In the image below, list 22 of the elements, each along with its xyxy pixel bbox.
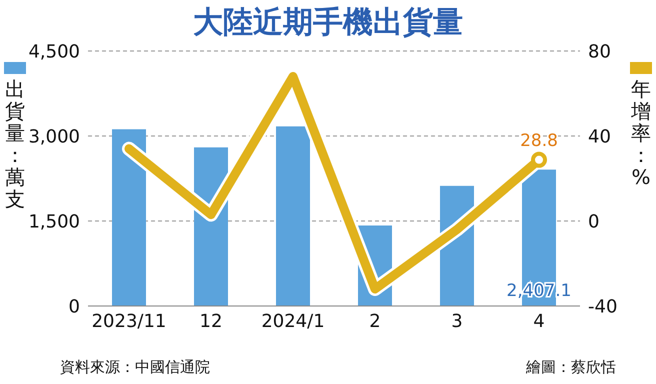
bar <box>112 129 146 306</box>
text: 繪圖：蔡欣恬 <box>526 358 616 377</box>
y-tick-label: 0 <box>68 296 80 318</box>
x-tick-label: 12 <box>200 310 222 332</box>
x-tick-label: 2023/11 <box>92 310 166 332</box>
x-tick-label: 2 <box>369 310 381 332</box>
y-axis-title: 出貨量：萬支 <box>4 77 26 211</box>
data-label: 28.8 <box>520 130 558 151</box>
x-tick-label: 4 <box>533 310 545 332</box>
chart-title: 大陸近期手機出貨量 <box>192 4 464 42</box>
x-tick-label: 3 <box>451 310 463 332</box>
y2-tick-label: 0 <box>588 211 600 232</box>
y-tick-label: 4,500 <box>28 41 80 62</box>
x-tick-label: 2024/1 <box>261 310 325 332</box>
y-tick-label: 1,500 <box>28 211 80 232</box>
y-tick-label: 3,000 <box>28 126 80 148</box>
source-note: 資料來源：中國信通院 <box>60 358 210 377</box>
y2-tick-label: 80 <box>588 41 611 62</box>
y2-tick-label: 40 <box>588 126 611 148</box>
y2-axis-title: 年增率：% <box>630 77 652 189</box>
y2-tick-label: -40 <box>588 296 618 318</box>
bar <box>276 126 310 306</box>
